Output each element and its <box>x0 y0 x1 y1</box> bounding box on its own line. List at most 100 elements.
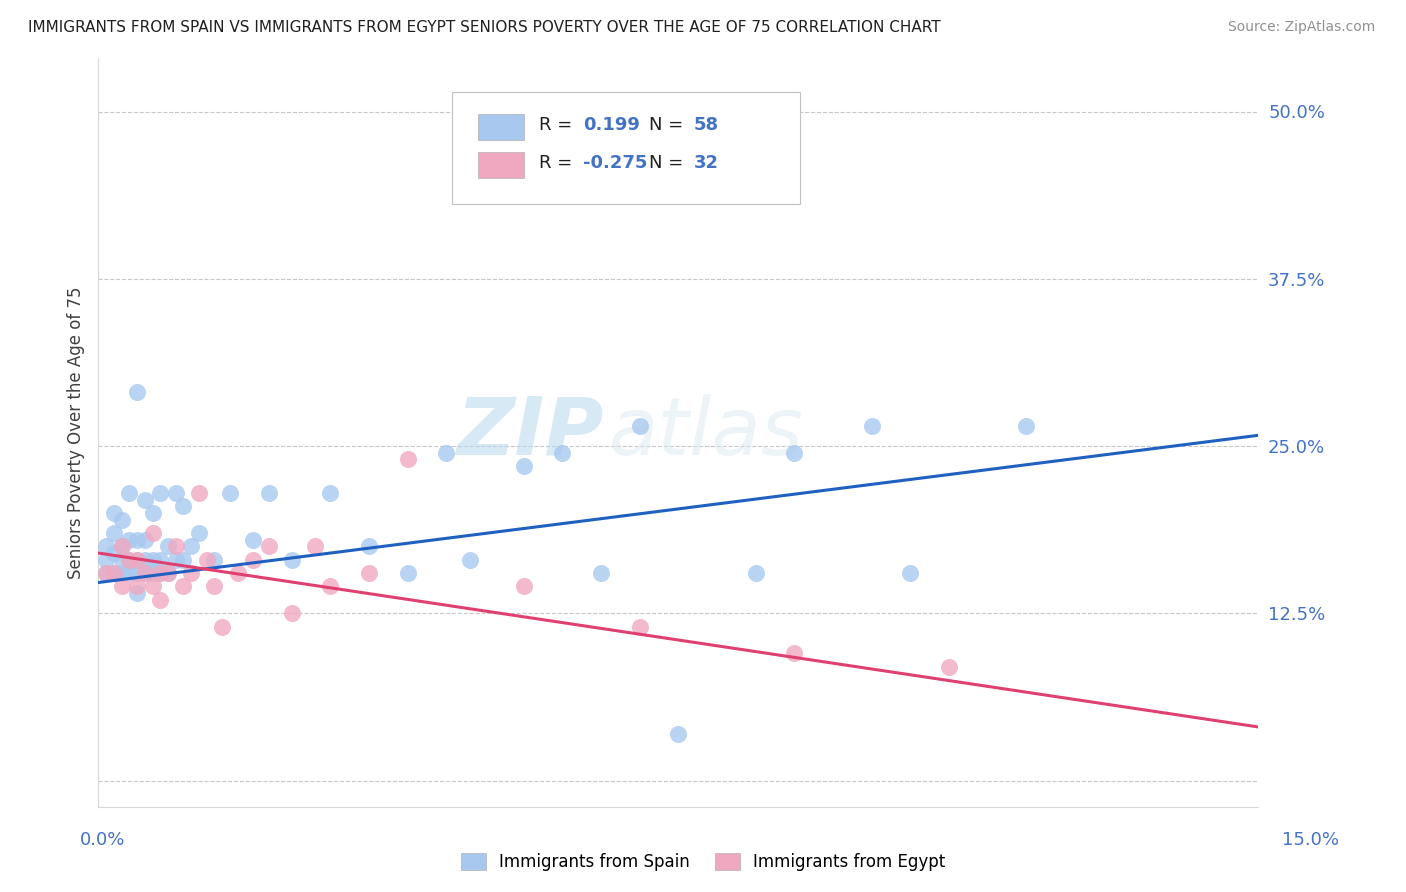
Point <box>103 506 125 520</box>
Point <box>666 726 689 740</box>
Text: N =: N = <box>650 154 689 172</box>
Point <box>281 607 304 621</box>
Point <box>134 533 156 547</box>
Point <box>436 446 458 460</box>
Point <box>103 546 125 560</box>
Text: N =: N = <box>650 117 689 135</box>
Point <box>219 485 242 500</box>
Point <box>551 446 574 460</box>
Point <box>188 485 211 500</box>
Point <box>111 539 132 553</box>
Point <box>157 566 180 581</box>
Point <box>172 552 194 567</box>
Point <box>204 580 226 594</box>
Point <box>628 619 651 633</box>
Point <box>157 539 180 553</box>
Text: ZIP: ZIP <box>456 393 603 472</box>
Point <box>96 552 118 567</box>
Point <box>149 552 172 567</box>
Point <box>180 566 202 581</box>
Point <box>188 526 211 541</box>
FancyBboxPatch shape <box>478 114 524 140</box>
Point <box>938 660 960 674</box>
Point <box>304 539 326 553</box>
Point <box>127 566 149 581</box>
Text: 0.199: 0.199 <box>583 117 640 135</box>
Point <box>195 552 218 567</box>
Point <box>591 566 613 581</box>
Point <box>257 485 280 500</box>
Point <box>1015 419 1038 434</box>
Text: 15.0%: 15.0% <box>1282 831 1339 849</box>
Point <box>127 385 149 400</box>
Point <box>242 533 264 547</box>
Point <box>204 552 226 567</box>
Point <box>127 586 149 600</box>
Legend: Immigrants from Spain, Immigrants from Egypt: Immigrants from Spain, Immigrants from E… <box>453 845 953 880</box>
Point <box>111 566 132 581</box>
Point <box>628 419 651 434</box>
Point <box>111 552 132 567</box>
Text: 0.0%: 0.0% <box>80 831 125 849</box>
Point <box>141 580 165 594</box>
Point <box>103 566 125 581</box>
Point <box>226 566 249 581</box>
Point <box>118 533 141 547</box>
Point <box>103 566 125 581</box>
Point <box>319 485 342 500</box>
Point <box>319 580 342 594</box>
Point <box>783 446 806 460</box>
Point <box>513 458 536 473</box>
Point <box>359 539 381 553</box>
Point <box>141 526 165 541</box>
Text: IMMIGRANTS FROM SPAIN VS IMMIGRANTS FROM EGYPT SENIORS POVERTY OVER THE AGE OF 7: IMMIGRANTS FROM SPAIN VS IMMIGRANTS FROM… <box>28 20 941 35</box>
Point <box>96 566 118 581</box>
Point <box>860 419 883 434</box>
Point <box>134 566 156 581</box>
Point <box>141 566 165 581</box>
Point <box>127 533 149 547</box>
Point <box>257 539 280 553</box>
Point <box>118 552 141 567</box>
Point <box>281 552 304 567</box>
FancyBboxPatch shape <box>478 152 524 178</box>
Point <box>396 566 419 581</box>
Point <box>157 566 180 581</box>
Point <box>127 580 149 594</box>
Text: 58: 58 <box>693 117 718 135</box>
Point <box>211 619 233 633</box>
Point <box>141 552 165 567</box>
Point <box>783 646 806 660</box>
Point <box>180 539 202 553</box>
Point <box>134 492 156 507</box>
Point <box>359 566 381 581</box>
Text: R =: R = <box>540 117 578 135</box>
Y-axis label: Seniors Poverty Over the Age of 75: Seniors Poverty Over the Age of 75 <box>66 286 84 579</box>
Point <box>149 485 172 500</box>
Point <box>172 500 194 514</box>
Point <box>165 485 187 500</box>
Point <box>172 580 194 594</box>
Text: atlas: atlas <box>609 393 804 472</box>
Point <box>458 552 481 567</box>
Point <box>96 539 118 553</box>
Point <box>127 552 149 567</box>
Point <box>103 526 125 541</box>
Text: R =: R = <box>540 154 578 172</box>
Text: Source: ZipAtlas.com: Source: ZipAtlas.com <box>1227 20 1375 34</box>
Text: -0.275: -0.275 <box>583 154 648 172</box>
Point <box>165 552 187 567</box>
Point <box>900 566 922 581</box>
Point <box>134 552 156 567</box>
Point <box>118 566 141 581</box>
Point <box>396 452 419 467</box>
Point <box>745 566 768 581</box>
Point <box>149 592 172 607</box>
Point <box>165 539 187 553</box>
Point <box>513 580 536 594</box>
Point <box>118 485 141 500</box>
Text: 32: 32 <box>693 154 718 172</box>
Point <box>118 552 141 567</box>
Point <box>141 506 165 520</box>
Point <box>127 552 149 567</box>
